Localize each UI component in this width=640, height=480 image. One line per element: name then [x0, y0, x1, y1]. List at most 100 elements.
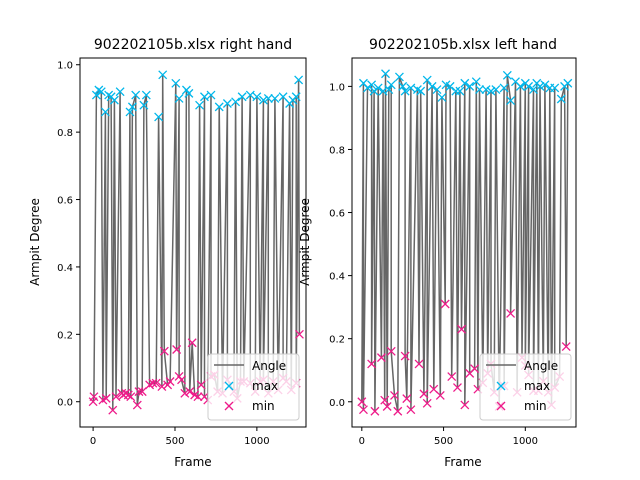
- y-tick-label: 0.2: [57, 330, 73, 341]
- max-marker: [394, 72, 404, 82]
- max-marker: [141, 90, 151, 100]
- min-marker: [380, 395, 390, 405]
- max-marker: [386, 80, 396, 90]
- min-marker: [402, 394, 412, 404]
- max-marker: [200, 92, 209, 102]
- min-marker: [453, 383, 462, 393]
- min-marker: [357, 397, 367, 407]
- max-marker: [491, 85, 501, 94]
- min-marker: [108, 405, 118, 415]
- max-marker: [109, 95, 119, 105]
- max-marker: [524, 81, 534, 91]
- min-marker: [111, 392, 121, 402]
- legend-label-angle: Angle: [252, 359, 286, 373]
- max-marker: [455, 86, 465, 96]
- max-marker: [174, 93, 184, 103]
- max-marker: [398, 81, 408, 91]
- max-marker: [475, 85, 484, 94]
- min-marker: [196, 380, 206, 390]
- y-tick-label: 0.8: [57, 128, 73, 139]
- y-tick-label: 0.8: [329, 145, 345, 156]
- max-marker: [158, 70, 168, 80]
- min-marker: [151, 378, 161, 388]
- min-marker: [172, 345, 182, 354]
- max-marker: [563, 78, 573, 88]
- max-marker: [125, 107, 135, 117]
- legend: Angle max min: [479, 353, 572, 421]
- chart-title: 902202105b.xlsx left hand: [369, 37, 557, 53]
- min-marker: [134, 387, 144, 397]
- min-marker: [447, 372, 457, 381]
- min-marker: [370, 406, 380, 416]
- max-marker: [465, 81, 475, 91]
- max-marker: [406, 83, 416, 93]
- min-marker: [165, 377, 175, 386]
- y-tick-label: 0.6: [329, 209, 345, 220]
- legend-max-swatch: [496, 381, 506, 391]
- max-marker: [127, 102, 137, 112]
- x-axis-label: Frame: [174, 455, 211, 469]
- max-marker: [184, 88, 194, 98]
- min-marker: [294, 329, 304, 339]
- y-tick-label: 0.0: [57, 398, 73, 409]
- max-marker: [378, 86, 388, 96]
- min-marker: [101, 393, 111, 403]
- max-marker: [515, 81, 525, 91]
- max-marker: [252, 92, 262, 102]
- max-marker: [369, 86, 379, 96]
- chart-title: 902202105b.xlsx right hand: [94, 37, 292, 53]
- legend-min-swatch: [224, 401, 234, 411]
- min-marker: [386, 346, 396, 356]
- max-marker: [231, 97, 241, 107]
- max-marker: [486, 86, 496, 96]
- min-marker: [440, 299, 450, 309]
- y-tick-label: 0.0: [329, 398, 345, 409]
- y-tick-label: 0.4: [57, 263, 73, 274]
- max-marker: [195, 100, 205, 110]
- legend-label-max: max: [524, 379, 550, 393]
- min-marker: [400, 351, 410, 361]
- min-marker: [177, 375, 186, 385]
- legend-label-max: max: [252, 379, 278, 393]
- min-marker: [132, 400, 142, 410]
- min-marker: [414, 359, 424, 369]
- max-marker: [499, 83, 509, 93]
- min-marker: [435, 391, 445, 400]
- min-marker: [89, 392, 99, 402]
- max-marker: [115, 87, 125, 97]
- max-marker: [529, 85, 538, 94]
- max-marker: [445, 81, 455, 91]
- right-hand-chart: 902202105b.xlsx right hand 0 500 1000 0.0 0.…: [28, 37, 307, 469]
- legend: Angle max min: [207, 353, 300, 421]
- y-axis-label: Armpit Degree: [298, 198, 312, 286]
- axes-frame: [79, 57, 307, 428]
- min-marker: [187, 338, 197, 348]
- max-marker: [550, 83, 560, 93]
- max-marker: [96, 87, 106, 97]
- max-marker: [437, 92, 447, 102]
- max-marker: [432, 85, 442, 94]
- max-marker: [245, 90, 255, 100]
- max-marker: [237, 92, 247, 102]
- y-axis-label: Armpit Degree: [28, 198, 42, 286]
- min-marker: [148, 378, 158, 388]
- y-tick-label: 1.0: [329, 82, 345, 93]
- x-tick-label: 1000: [513, 436, 538, 447]
- min-marker: [390, 391, 399, 400]
- legend-label-angle: Angle: [524, 359, 558, 373]
- max-marker: [171, 78, 181, 88]
- max-marker: [131, 90, 141, 100]
- axes-frame: [351, 57, 577, 428]
- x-tick-label: 1000: [244, 436, 269, 447]
- legend-label-min: min: [524, 399, 547, 413]
- max-marker: [535, 81, 545, 91]
- legend-label-min: min: [252, 399, 275, 413]
- max-marker: [270, 93, 280, 103]
- max-marker: [502, 70, 512, 80]
- min-marker: [159, 346, 169, 356]
- min-marker: [419, 389, 429, 399]
- min-marker: [393, 406, 403, 416]
- max-marker: [506, 96, 516, 106]
- x-tick-label: 0: [359, 436, 365, 447]
- max-marker: [471, 77, 481, 87]
